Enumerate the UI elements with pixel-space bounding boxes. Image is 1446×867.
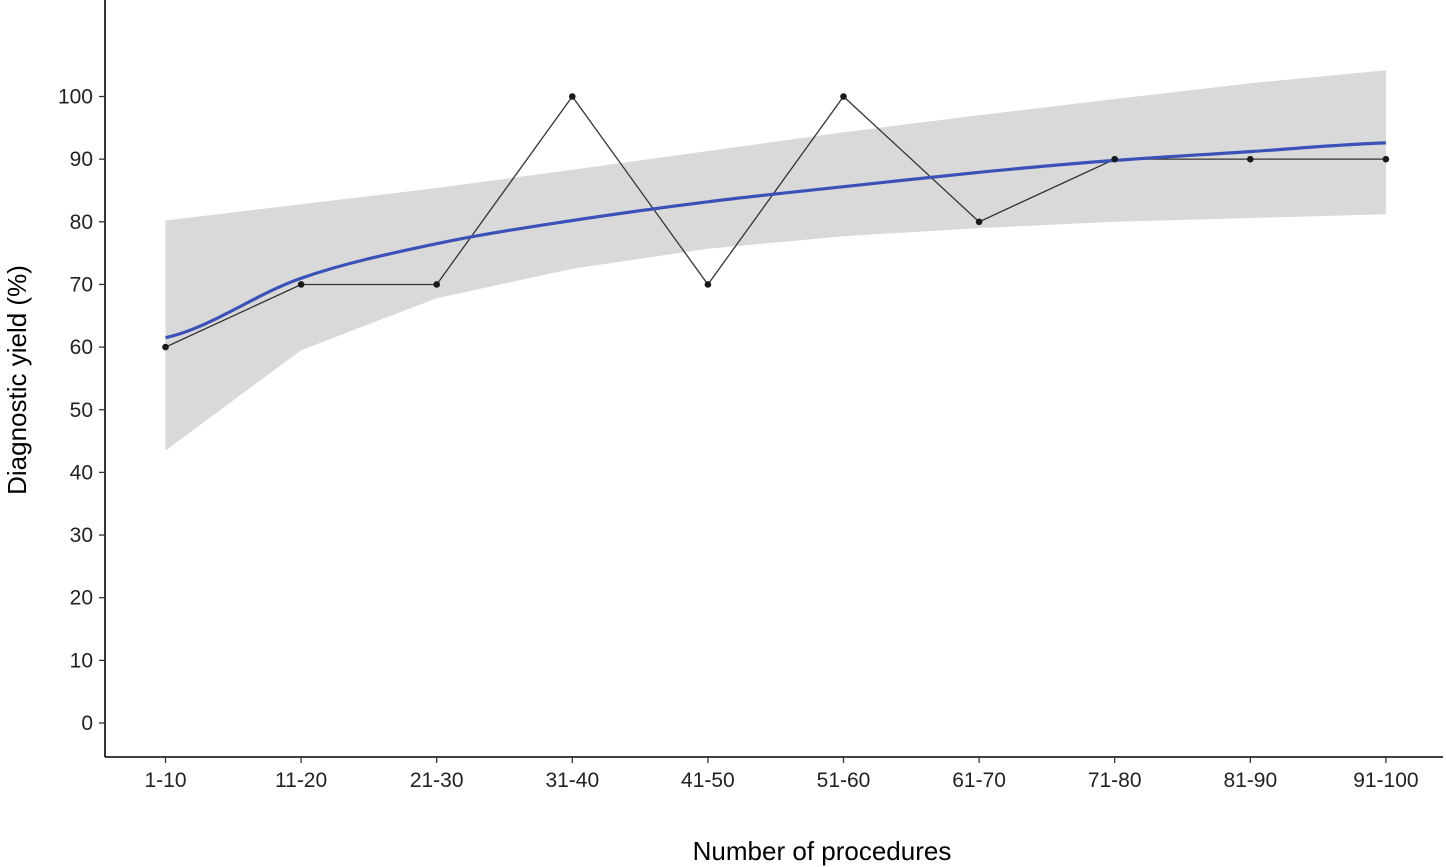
x-tick-label: 41-50 [681,769,735,792]
y-tick-label: 70 [70,273,93,296]
observed-point [297,281,305,288]
observed-point [569,93,576,100]
x-tick-label: 31-40 [545,769,599,792]
observed-point [704,281,712,288]
x-tick-label: 71-80 [1088,769,1142,792]
observed-line [165,95,1386,348]
y-tick-label: 50 [70,399,93,422]
y-tick-label: 0 [81,712,93,735]
y-tick-label: 20 [70,587,93,610]
x-tick-label: 11-20 [275,769,327,792]
observed-point [433,281,441,288]
observed-point [162,343,169,351]
x-tick-label: 51-60 [817,769,871,792]
y-tick-label: 90 [70,148,93,171]
observed-point [1111,155,1118,163]
x-tick-label: 61-70 [952,769,1006,792]
confidence-band-layer [165,70,1386,451]
y-axis-title: Diagnostic yield (%) [2,265,32,495]
lines-layer [165,95,1386,348]
y-tick-label: 60 [70,336,93,359]
observed-point [840,93,847,100]
x-tick-label: 81-90 [1223,769,1277,792]
y-tick-label: 10 [70,649,93,672]
y-tick-label: 40 [70,461,93,484]
y-tick-label: 100 [58,86,93,109]
x-tick-label: 91-100 [1353,769,1418,792]
y-tick-label: 80 [70,211,93,234]
observed-point [975,218,983,226]
confidence-band [165,70,1386,451]
x-axis-title: Number of procedures [693,836,952,866]
labels-layer: 0 10 20 30 40 50 60 70 80 90 100 1-10 11-20 21-30 31-4… [58,86,1419,793]
x-tick-label: 21-30 [410,769,464,792]
x-tick-label: 1-10 [144,769,186,792]
observed-point [1247,155,1254,163]
y-tick-label: 30 [70,524,93,547]
observed-point [1382,155,1390,163]
points-layer [162,93,1390,351]
axes-layer [99,0,1443,763]
fitted-curve [165,141,1386,340]
